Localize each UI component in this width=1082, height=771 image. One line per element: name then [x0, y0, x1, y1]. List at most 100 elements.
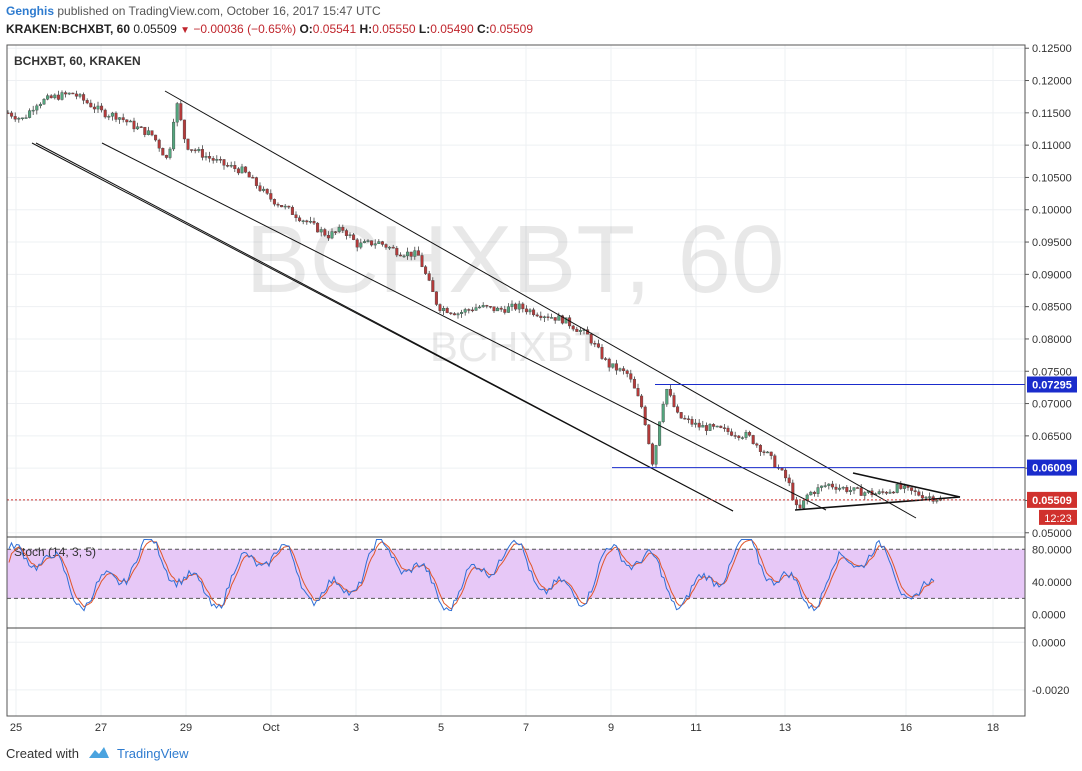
candle — [326, 231, 330, 241]
tradingview-brand-link[interactable]: TradingView — [116, 746, 189, 761]
candle-body — [467, 309, 471, 311]
candle — [809, 490, 813, 496]
candle-body — [686, 418, 690, 420]
candle-body — [928, 496, 932, 498]
candle-body — [215, 159, 219, 161]
candle — [690, 416, 694, 427]
candle-body — [521, 303, 525, 310]
candle — [820, 485, 824, 492]
candle-body — [161, 148, 165, 156]
candle — [920, 491, 924, 500]
candle-body — [780, 467, 784, 471]
x-tick-label: 3 — [353, 722, 359, 734]
candle-body — [211, 158, 215, 161]
candle — [877, 489, 881, 495]
candle-body — [560, 315, 564, 324]
candle-body — [474, 307, 478, 311]
candle — [305, 219, 309, 225]
candle — [708, 423, 712, 431]
candle-body — [733, 435, 737, 437]
candle — [859, 484, 863, 496]
candle — [334, 231, 338, 235]
candle-body — [150, 130, 154, 136]
candle — [431, 277, 435, 293]
candle — [672, 392, 676, 408]
stoch-band — [7, 549, 1025, 599]
symbol-info: KRAKEN:BCHXBT, 60 0.05509 ▼ −0.00036 (−0… — [6, 22, 533, 36]
candle — [434, 291, 438, 306]
candle — [391, 244, 395, 249]
candle — [463, 307, 467, 316]
candle-body — [593, 343, 597, 345]
candle-body — [722, 427, 726, 429]
author-name[interactable]: Genghis — [6, 4, 55, 18]
candle-body — [762, 451, 766, 453]
candle — [467, 308, 471, 314]
candle — [240, 163, 244, 174]
candle — [733, 431, 737, 439]
candle — [503, 305, 507, 315]
candle — [186, 138, 190, 151]
candle — [301, 219, 305, 225]
candle — [470, 307, 474, 313]
candle — [899, 480, 903, 490]
y-tick-label: 0.11000 — [1032, 140, 1071, 152]
candle-body — [82, 94, 86, 101]
candle-body — [614, 363, 618, 371]
candle — [283, 203, 287, 210]
candle-body — [28, 110, 32, 118]
main-price-pane[interactable]: BCHXBT, 60 BCHXBT BCHXBT, 60, KRAKEN — [6, 45, 1025, 716]
candle-body — [269, 193, 273, 200]
candle — [132, 117, 136, 133]
candle-body — [316, 222, 320, 233]
candle-body — [704, 425, 708, 431]
candle — [442, 305, 446, 315]
candle-body — [218, 159, 222, 161]
candle-body — [294, 214, 298, 219]
y-tick-label: 0.08500 — [1032, 302, 1072, 314]
candle-body — [737, 435, 741, 438]
candle — [114, 111, 118, 123]
low-value: 0.05490 — [430, 22, 474, 36]
candle — [496, 306, 500, 312]
candle-body — [690, 419, 694, 425]
extra-indicator-pane[interactable] — [7, 641, 1025, 691]
candle — [251, 174, 255, 179]
candle-body — [280, 205, 284, 208]
candle-body — [460, 312, 464, 314]
candle — [575, 326, 579, 332]
candle — [316, 222, 320, 233]
candle-body — [755, 443, 759, 446]
candle-body — [539, 315, 543, 318]
candle-body — [683, 417, 687, 420]
candle — [679, 412, 683, 419]
candle-body — [362, 241, 366, 244]
candle — [290, 205, 294, 215]
stoch-pane[interactable]: Stoch (14, 3, 5) — [7, 538, 1025, 612]
candle-body — [661, 403, 665, 422]
candle-body — [892, 491, 896, 494]
x-tick-label: 18 — [987, 722, 999, 734]
candle-body — [262, 188, 266, 191]
candle-body — [697, 422, 701, 428]
candle — [344, 228, 348, 240]
candle — [182, 119, 186, 143]
candle-body — [254, 177, 258, 186]
triangle-upper-line — [852, 472, 961, 498]
candle — [694, 418, 698, 428]
candle-body — [398, 254, 402, 257]
candle-timer: 12:23 — [1044, 513, 1072, 525]
candle-body — [157, 139, 161, 149]
x-tick-label: 27 — [95, 722, 107, 734]
candle — [31, 105, 35, 116]
candle — [71, 92, 75, 95]
candle-body — [233, 165, 237, 169]
candle — [546, 313, 550, 321]
candle — [35, 103, 39, 115]
candle-body — [373, 243, 377, 246]
candle-body — [895, 484, 899, 493]
tradingview-cloud-icon[interactable] — [87, 745, 111, 762]
candle — [589, 332, 593, 346]
candle — [492, 306, 496, 313]
